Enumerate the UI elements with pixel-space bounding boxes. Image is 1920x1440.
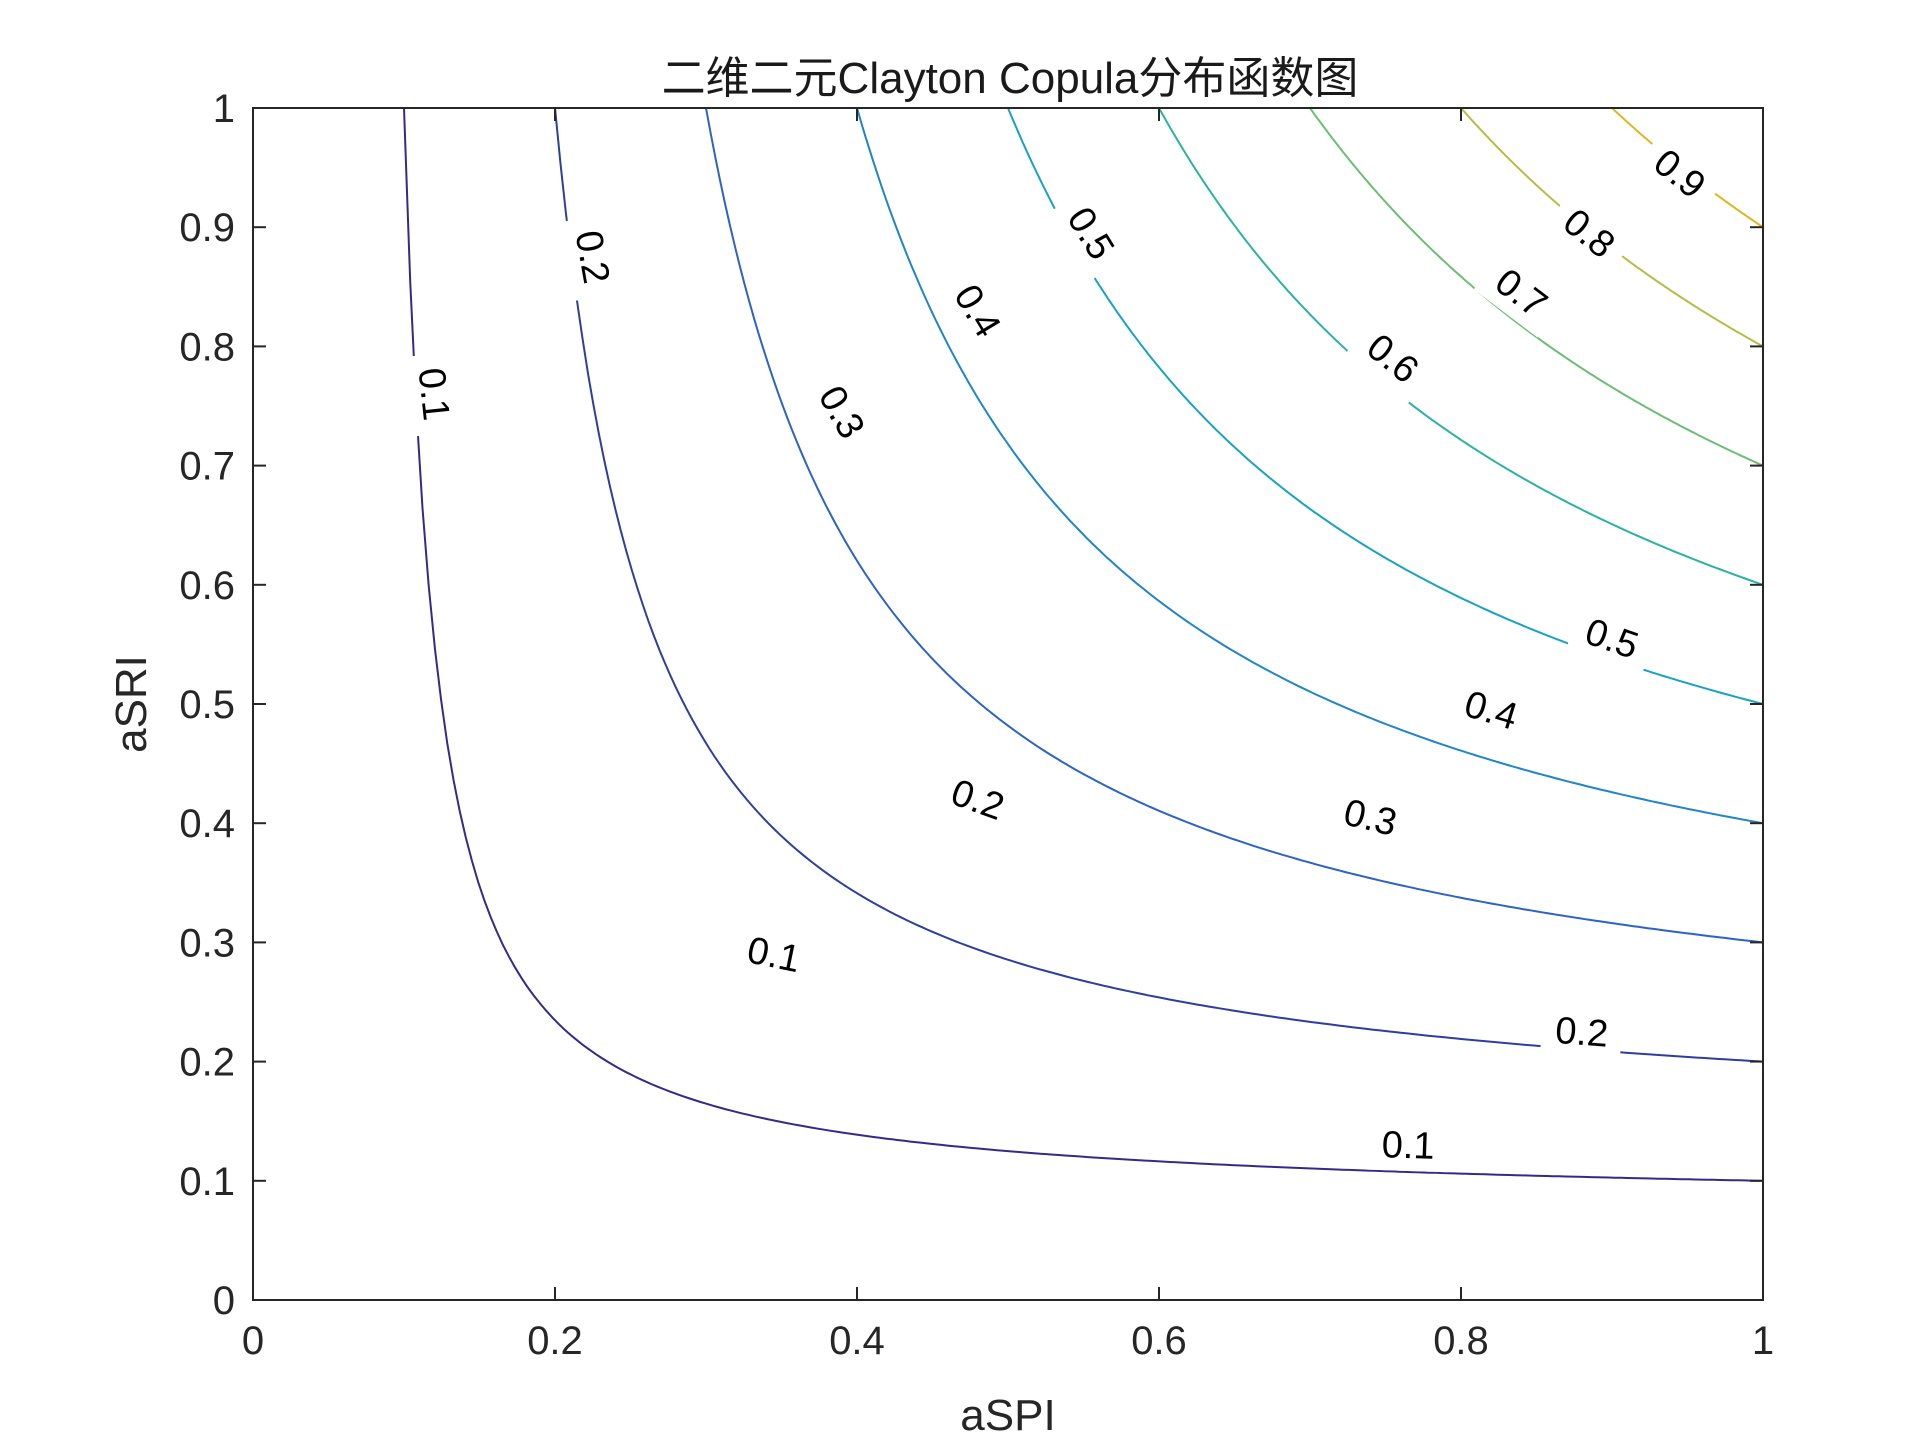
contour-label-gap: [729, 920, 819, 988]
x-tick-label: 0.2: [527, 1319, 583, 1363]
contour-line-0-4: [856, 107, 1764, 825]
x-axis-label: aSPI: [960, 1391, 1055, 1440]
x-tick-label: 0: [242, 1319, 264, 1363]
y-tick-label: 0.9: [179, 206, 235, 250]
y-tick-label: 1: [213, 87, 235, 131]
contour-label-gap: [1445, 673, 1538, 747]
x-tick-label: 1: [1752, 1319, 1774, 1363]
contour-label-gap: [1325, 782, 1416, 852]
contour-label-gap: [1539, 1002, 1624, 1061]
contour-label-gap: [931, 761, 1025, 838]
y-tick-label: 0: [213, 1279, 235, 1323]
x-tick-label: 0.4: [829, 1319, 885, 1363]
axis-ticks: [252, 107, 1764, 1301]
contour-label-0-1: 0.1: [404, 351, 465, 437]
contour-label-text: 0.2: [1554, 1010, 1610, 1056]
x-tick-label: 0.8: [1433, 1319, 1489, 1363]
y-tick-label: 0.2: [179, 1041, 235, 1085]
contour-label-gap: [1047, 185, 1135, 281]
contour-label-gap: [404, 351, 465, 437]
contour-label-gap: [1345, 312, 1441, 404]
y-tick-label: 0.1: [179, 1160, 235, 1204]
contour-label-gap: [1632, 128, 1728, 219]
contour-line-0-1: [403, 107, 1764, 1182]
contour-label-text: 0.1: [1381, 1124, 1435, 1168]
contour-label-gap: [1541, 187, 1637, 279]
contour-label-gap: [1473, 247, 1569, 338]
contour-label-text: 0.1: [744, 929, 804, 981]
contour-line-0-3: [705, 107, 1764, 944]
y-tick-label: 0.8: [179, 325, 235, 369]
x-tick-labels: 0 0.2 0.4 0.6 0.8 1: [242, 1319, 1774, 1363]
contour-label-text: 0.1: [410, 366, 457, 423]
contour-line-0-7: [1309, 107, 1764, 467]
chart-title: 二维二元Clayton Copula分布函数图: [662, 54, 1359, 103]
y-tick-label: 0.4: [179, 802, 235, 846]
contour-label-0-4: 0.4: [1445, 673, 1538, 747]
y-tick-label: 0.7: [179, 445, 235, 489]
contour-label-gap: [1367, 1117, 1450, 1173]
y-tick-label: 0.5: [179, 683, 235, 727]
contour-label-0-1: 0.1: [1367, 1117, 1450, 1173]
contour-label-0-2: 0.2: [1539, 1002, 1624, 1061]
y-tick-labels: 0 0.1 0.2 0.3 0.4 0.5 0.6 0.7 0.8 0.9 1: [179, 87, 235, 1323]
contour-label-0-3: 0.3: [1325, 782, 1416, 852]
contour-label-text: 0.2: [567, 227, 618, 286]
y-tick-label: 0.6: [179, 564, 235, 608]
contour-label-gap: [934, 262, 1021, 359]
contour-label-0-2: 0.2: [560, 213, 626, 301]
contour-label-0-5: 0.5: [1565, 600, 1659, 676]
x-tick-label: 0.6: [1131, 1319, 1187, 1363]
contour-line-0-6: [1158, 107, 1764, 586]
contour-label-gap: [560, 213, 626, 301]
contour-label-gap: [799, 364, 885, 460]
y-tick-label: 0.3: [179, 921, 235, 965]
contour-label-0-1: 0.1: [729, 920, 819, 988]
contour-lines: [403, 107, 1764, 1182]
y-axis-label: aSRI: [107, 655, 156, 753]
contour-label-gap: [1565, 600, 1659, 676]
